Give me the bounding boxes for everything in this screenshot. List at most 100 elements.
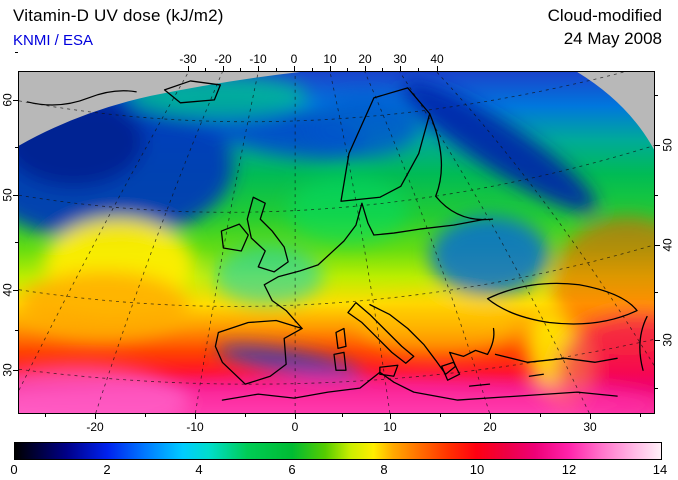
colorbar-label: 8 xyxy=(380,462,388,477)
minor-tick xyxy=(655,388,658,389)
minor-tick xyxy=(655,195,658,196)
minor-tick xyxy=(15,242,18,243)
minor-tick xyxy=(382,68,383,71)
top-axis-label: 20 xyxy=(358,52,372,66)
minor-tick xyxy=(342,414,343,417)
tick-mark xyxy=(590,414,591,419)
right-axis-label: 30 xyxy=(660,333,675,347)
top-axis-label: 40 xyxy=(430,52,444,66)
continental-coastline xyxy=(263,202,487,330)
tick-mark xyxy=(490,414,491,419)
colorbar-label: 14 xyxy=(652,462,668,477)
italy-coastline xyxy=(347,302,415,364)
graticule xyxy=(19,72,654,413)
map-canvas xyxy=(19,72,654,413)
top-axis-label: -10 xyxy=(249,52,267,66)
tick-mark xyxy=(223,66,224,71)
minor-tick xyxy=(347,68,348,71)
tick-mark xyxy=(655,245,660,246)
colorbar-label: 2 xyxy=(103,462,111,477)
no-data-region xyxy=(19,72,654,150)
bottom-axis-label: 30 xyxy=(583,420,597,434)
minor-tick xyxy=(15,52,18,53)
cyprus-coastline xyxy=(528,373,544,377)
tick-mark xyxy=(294,66,295,71)
minor-tick xyxy=(15,147,18,148)
bottom-axis-label: 10 xyxy=(383,420,397,434)
minor-tick xyxy=(540,414,541,417)
great-britain-coastline xyxy=(246,196,289,273)
tick-mark xyxy=(655,145,660,146)
crete-coastline xyxy=(468,383,491,387)
tick-mark xyxy=(295,414,296,419)
bottom-axis-label: 0 xyxy=(291,420,299,434)
minor-tick xyxy=(240,68,241,71)
top-axis-label: -20 xyxy=(214,52,232,66)
turkey-west-coastline xyxy=(486,327,495,355)
iceland-coastline xyxy=(163,80,222,104)
tick-mark xyxy=(390,414,391,419)
tick-mark xyxy=(13,370,18,371)
tick-mark xyxy=(13,100,18,101)
tick-mark xyxy=(13,290,18,291)
tick-mark xyxy=(437,66,438,71)
credit-knmi-esa: KNMI / ESA xyxy=(13,32,94,49)
tick-mark xyxy=(330,66,331,71)
greenland-coastline xyxy=(26,90,137,106)
colorbar-label: 0 xyxy=(10,462,18,477)
minor-tick xyxy=(45,414,46,417)
mode-label: Cloud-modified xyxy=(547,6,662,25)
bottom-axis-label: -20 xyxy=(86,420,104,434)
bottom-axis-label: 20 xyxy=(483,420,497,434)
colorbar-gradient xyxy=(15,443,661,459)
north-africa-coastline xyxy=(221,371,618,401)
caspian-coastline xyxy=(639,315,648,371)
top-axis-label: 10 xyxy=(323,52,337,66)
colorbar-label: 4 xyxy=(195,462,203,477)
bottom-axis-label: -10 xyxy=(186,420,204,434)
minor-tick xyxy=(205,68,206,71)
baltic-coastline xyxy=(429,113,494,221)
minor-tick xyxy=(15,330,18,331)
coastlines xyxy=(163,80,648,401)
minor-tick xyxy=(312,68,313,71)
minor-tick xyxy=(640,414,641,417)
minor-tick xyxy=(245,414,246,417)
minor-tick xyxy=(276,68,277,71)
ireland-coastline xyxy=(220,223,249,252)
turkey-south-coastline xyxy=(494,353,618,363)
tick-mark xyxy=(95,414,96,419)
corsica-coastline xyxy=(335,327,347,350)
right-axis-label: 40 xyxy=(660,238,675,252)
date-label: 24 May 2008 xyxy=(563,28,662,48)
tick-mark xyxy=(258,66,259,71)
colorbar xyxy=(14,442,662,460)
top-axis-label: 30 xyxy=(393,52,407,66)
top-axis-label: -30 xyxy=(179,52,197,66)
minor-tick xyxy=(655,292,658,293)
iberia-coastline xyxy=(214,319,303,385)
tick-mark xyxy=(195,414,196,419)
minor-tick xyxy=(655,95,658,96)
right-axis-label: 50 xyxy=(660,138,675,152)
header-right: Cloud-modified 24 May 2008 xyxy=(548,5,662,51)
page-title: Vitamin-D UV dose (kJ/m2) xyxy=(13,6,224,25)
tick-mark xyxy=(400,66,401,71)
colorbar-label: 6 xyxy=(288,462,296,477)
top-axis-label: 0 xyxy=(290,52,298,66)
map-plot-area xyxy=(18,71,655,414)
cloud-field-blobs xyxy=(19,74,654,413)
black-sea-coastline xyxy=(486,282,638,325)
greece-coastline xyxy=(441,361,461,381)
minor-tick xyxy=(440,414,441,417)
minor-tick xyxy=(418,68,419,71)
tick-mark xyxy=(655,340,660,341)
minor-tick xyxy=(145,414,146,417)
tick-mark xyxy=(365,66,366,71)
colorbar-label: 10 xyxy=(469,462,485,477)
colorbar-label: 12 xyxy=(561,462,577,477)
tick-mark xyxy=(188,66,189,71)
sardinia-coastline xyxy=(333,351,347,371)
tick-mark xyxy=(13,195,18,196)
